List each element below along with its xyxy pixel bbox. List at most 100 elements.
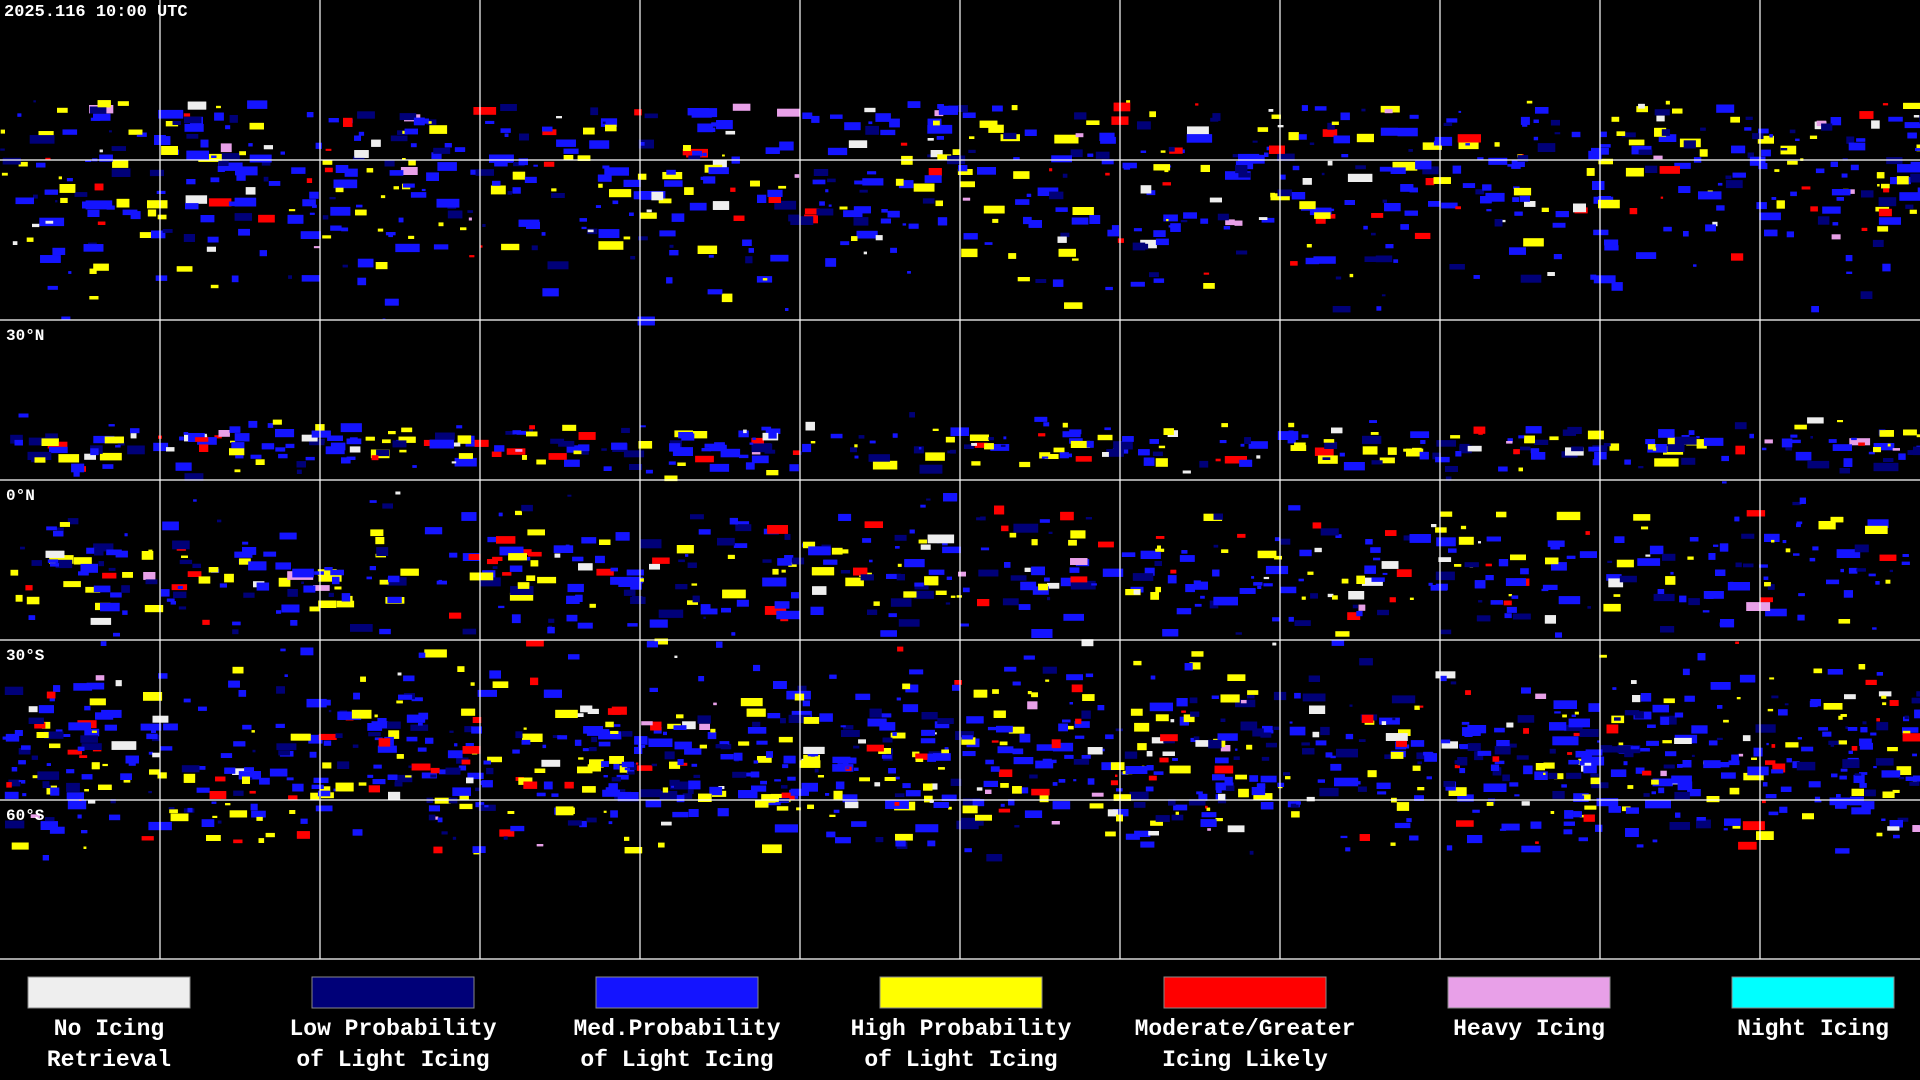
icing-speck [208, 567, 219, 573]
icing-speck [1302, 748, 1315, 755]
icing-speck [1115, 728, 1123, 732]
icing-speck [985, 759, 994, 765]
icing-speck [1729, 787, 1740, 795]
icing-speck [1132, 573, 1154, 581]
icing-speck [1636, 844, 1644, 848]
icing-speck [1403, 448, 1411, 452]
icing-speck [1081, 639, 1094, 647]
icing-speck [984, 242, 993, 245]
icing-speck [862, 178, 884, 186]
icing-speck [1209, 197, 1222, 203]
icing-speck [1747, 152, 1754, 159]
icing-speck [1314, 212, 1331, 219]
icing-speck [610, 567, 618, 572]
icing-speck [1598, 158, 1613, 165]
icing-speck [985, 789, 992, 794]
icing-speck [851, 236, 858, 241]
icing-speck [814, 768, 819, 773]
icing-speck [1593, 229, 1609, 236]
icing-speck [644, 113, 658, 119]
icing-speck [428, 121, 432, 124]
icing-speck [1153, 230, 1166, 237]
icing-speck [27, 451, 52, 460]
icing-speck [6, 782, 12, 788]
icing-speck [1097, 705, 1105, 711]
icing-speck [1616, 131, 1626, 136]
icing-speck [587, 764, 601, 772]
icing-speck [1086, 120, 1100, 125]
icing-speck [78, 571, 89, 576]
icing-speck [32, 223, 40, 228]
icing-speck [923, 783, 933, 791]
icing-speck [1260, 775, 1277, 783]
icing-speck [900, 142, 908, 146]
icing-speck [844, 801, 859, 809]
icing-speck [46, 526, 57, 531]
icing-speck [890, 732, 906, 739]
icing-speck [1052, 801, 1071, 810]
icing-speck [1312, 522, 1322, 529]
icing-speck [1031, 566, 1045, 576]
icing-speck [112, 159, 129, 168]
icing-speck [1058, 248, 1076, 257]
icing-speck [403, 675, 415, 682]
icing-speck [1060, 577, 1073, 587]
icing-speck [1392, 717, 1396, 721]
icing-speck [1674, 737, 1692, 744]
icing-speck [598, 731, 622, 740]
icing-speck [1535, 693, 1547, 699]
icing-speck [1003, 436, 1007, 440]
icing-speck [898, 180, 914, 189]
icing-speck [229, 426, 241, 433]
icing-speck [992, 218, 999, 223]
icing-speck [379, 628, 391, 635]
icing-speck [934, 721, 950, 729]
icing-speck [1458, 142, 1479, 150]
icing-speck [1814, 799, 1822, 803]
icing-speck [745, 256, 753, 264]
icing-speck [377, 745, 397, 753]
icing-speck [1616, 559, 1634, 568]
icing-speck [1645, 439, 1656, 445]
icing-speck [674, 655, 678, 658]
icing-speck [63, 581, 81, 588]
icing-speck [370, 529, 384, 537]
icing-speck [1153, 164, 1171, 171]
icing-speck [1767, 584, 1775, 590]
icing-speck [927, 840, 936, 847]
icing-speck [609, 189, 632, 198]
legend-label: High Probability [851, 1016, 1072, 1042]
icing-speck [494, 161, 508, 167]
icing-speck [1876, 832, 1883, 837]
icing-speck [1445, 476, 1452, 481]
icing-speck [1730, 116, 1740, 123]
icing-speck [1725, 175, 1732, 180]
icing-speck [537, 576, 557, 584]
icing-speck [988, 124, 1004, 133]
icing-speck [1051, 155, 1072, 163]
icing-speck [1272, 617, 1280, 622]
icing-speck [10, 569, 19, 576]
icing-speck [1125, 833, 1140, 840]
icing-speck [1613, 594, 1621, 597]
icing-speck [863, 251, 867, 255]
icing-speck [1023, 655, 1035, 660]
icing-speck [99, 452, 122, 461]
icing-speck [1636, 106, 1648, 113]
icing-speck [1663, 226, 1672, 232]
icing-speck [919, 464, 943, 474]
icing-speck [102, 572, 117, 579]
icing-speck [453, 442, 461, 447]
icing-speck [1802, 813, 1814, 820]
icing-speck [198, 706, 207, 711]
icing-speck [992, 689, 999, 694]
icing-speck [986, 854, 1003, 862]
icing-speck [755, 800, 769, 808]
icing-speck [1606, 724, 1619, 734]
icing-speck [845, 577, 864, 587]
icing-speck [1155, 586, 1161, 593]
icing-speck [275, 723, 285, 728]
icing-speck [398, 217, 404, 223]
icing-speck [909, 669, 924, 675]
icing-speck [1208, 739, 1222, 749]
